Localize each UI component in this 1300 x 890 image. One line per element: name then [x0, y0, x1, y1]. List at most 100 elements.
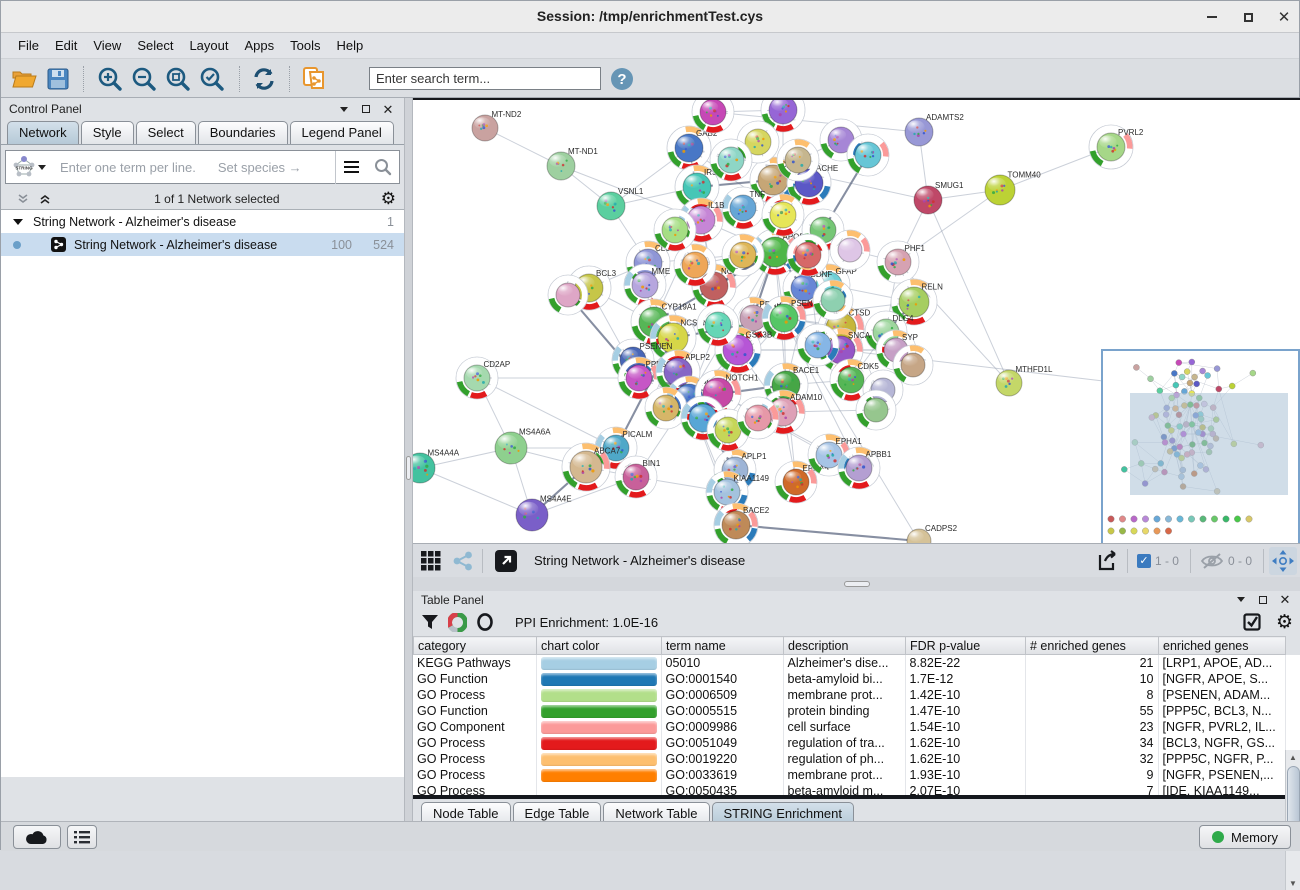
- scroll-down-arrow[interactable]: ▼: [1286, 876, 1300, 890]
- task-history-button[interactable]: [67, 825, 97, 849]
- zoom-out-button[interactable]: [129, 64, 159, 94]
- hidden-nodes-indicator[interactable]: [1200, 547, 1224, 575]
- network-node-bin1[interactable]: BIN1: [615, 456, 661, 498]
- help-button[interactable]: ?: [607, 64, 637, 94]
- search-options-button[interactable]: [335, 151, 367, 184]
- maximize-button[interactable]: [1241, 10, 1255, 24]
- table-splitter-handle[interactable]: [844, 581, 870, 587]
- gear-icon[interactable]: ⚙: [381, 190, 396, 207]
- ring-chart-button[interactable]: [476, 613, 494, 631]
- panel-splitter[interactable]: [404, 98, 413, 821]
- network-node-ms4a4a[interactable]: MS4A4A: [413, 448, 460, 483]
- automation-cloud-button[interactable]: [13, 825, 61, 849]
- collapse-arrow-icon[interactable]: [13, 219, 23, 225]
- menu-edit[interactable]: Edit: [48, 35, 84, 56]
- network-node-vsnl1[interactable]: VSNL1: [597, 187, 644, 220]
- column-header--enriched-genes[interactable]: # enriched genes: [1026, 637, 1159, 655]
- tab-select[interactable]: Select: [136, 121, 196, 144]
- select-rows-button[interactable]: [1243, 613, 1262, 632]
- network-node-adamts2[interactable]: ADAMTS2: [905, 113, 964, 146]
- table-scrollbar[interactable]: ▲ ▼: [1285, 750, 1300, 890]
- menu-file[interactable]: File: [11, 35, 46, 56]
- tab-legend-panel[interactable]: Legend Panel: [290, 121, 394, 144]
- open-session-button[interactable]: [9, 64, 39, 94]
- fullscreen-view-button[interactable]: [492, 547, 520, 575]
- network-collection-row[interactable]: String Network - Alzheimer's disease 1: [1, 210, 404, 233]
- expand-all-button[interactable]: [37, 191, 53, 207]
- table-splitter[interactable]: [413, 577, 1300, 591]
- panel-close-button[interactable]: ✕: [380, 101, 396, 117]
- network-node[interactable]: [654, 209, 696, 251]
- column-header-fdr-p-value[interactable]: FDR p-value: [906, 637, 1026, 655]
- selected-nodes-indicator[interactable]: ✓: [1137, 547, 1151, 575]
- clone-network-button[interactable]: [299, 64, 329, 94]
- network-node[interactable]: [856, 390, 896, 430]
- filter-button[interactable]: [421, 613, 439, 631]
- network-row-selected[interactable]: String Network - Alzheimer's disease 100…: [1, 233, 404, 256]
- collapse-all-button[interactable]: [15, 191, 31, 207]
- column-header-category[interactable]: category: [414, 637, 537, 655]
- network-node-epha5[interactable]: EPHA5: [775, 461, 829, 503]
- network-node-bace2[interactable]: BACE2: [714, 503, 770, 543]
- grid-view-button[interactable]: [417, 547, 445, 575]
- string-search-bar[interactable]: STRING Enter one term per line. Set spec…: [5, 150, 400, 184]
- network-node-cadps2[interactable]: CADPS2: [907, 524, 958, 543]
- memory-button[interactable]: Memory: [1199, 825, 1291, 849]
- network-node-tnf[interactable]: TNF: [722, 187, 765, 229]
- network-node-tomm40[interactable]: TOMM40: [985, 170, 1041, 205]
- column-header-term-name[interactable]: term name: [662, 637, 784, 655]
- save-session-button[interactable]: [43, 64, 73, 94]
- panel-menu-button[interactable]: [336, 101, 352, 117]
- network-node[interactable]: [813, 280, 853, 320]
- network-node-mt-nd2[interactable]: MT-ND2: [472, 110, 522, 141]
- tab-network[interactable]: Network: [7, 121, 79, 144]
- search-input[interactable]: [369, 67, 601, 90]
- table-panel-close-button[interactable]: ✕: [1277, 592, 1293, 608]
- export-network-button[interactable]: [1094, 547, 1122, 575]
- network-node[interactable]: [893, 345, 933, 385]
- tab-boundaries[interactable]: Boundaries: [198, 121, 288, 144]
- network-node-ms4a4e[interactable]: MS4A4E: [516, 494, 572, 531]
- column-header-description[interactable]: description: [784, 637, 906, 655]
- tab-style[interactable]: Style: [81, 121, 134, 144]
- pie-chart-button[interactable]: [448, 613, 467, 632]
- string-search-button[interactable]: [367, 151, 399, 184]
- minimize-button[interactable]: [1205, 10, 1219, 24]
- close-button[interactable]: ✕: [1277, 10, 1291, 24]
- menu-view[interactable]: View: [86, 35, 128, 56]
- table-settings-gear-icon[interactable]: ⚙: [1276, 613, 1293, 632]
- string-logo-dropdown[interactable]: STRING: [6, 155, 52, 179]
- scroll-thumb[interactable]: [1287, 766, 1300, 828]
- scroll-up-arrow[interactable]: ▲: [1286, 750, 1300, 764]
- network-node-smug1[interactable]: SMUG1: [914, 181, 964, 214]
- network-node-phf1[interactable]: PHF1: [877, 241, 926, 283]
- column-header-chart-color[interactable]: chart color: [537, 637, 662, 655]
- set-species-label[interactable]: Set species →: [218, 160, 335, 175]
- network-node[interactable]: [830, 230, 870, 270]
- pan-tool-button[interactable]: [1269, 547, 1297, 575]
- table-panel-menu-button[interactable]: [1233, 592, 1249, 608]
- network-node[interactable]: [548, 275, 588, 315]
- menu-tools[interactable]: Tools: [283, 35, 327, 56]
- birds-eye-navigator[interactable]: [1101, 349, 1300, 543]
- zoom-selected-button[interactable]: [197, 64, 227, 94]
- table-panel-float-button[interactable]: [1255, 592, 1271, 608]
- splitter-handle[interactable]: [406, 456, 411, 480]
- menu-layout[interactable]: Layout: [182, 35, 235, 56]
- share-view-button[interactable]: [449, 547, 477, 575]
- panel-float-button[interactable]: [358, 101, 374, 117]
- menu-apps[interactable]: Apps: [238, 35, 282, 56]
- menu-help[interactable]: Help: [330, 35, 371, 56]
- column-header-enriched-genes[interactable]: enriched genes: [1159, 637, 1286, 655]
- network-node-pvrl2[interactable]: PVRL2: [1089, 125, 1144, 169]
- menu-select[interactable]: Select: [130, 35, 180, 56]
- refresh-button[interactable]: [249, 64, 279, 94]
